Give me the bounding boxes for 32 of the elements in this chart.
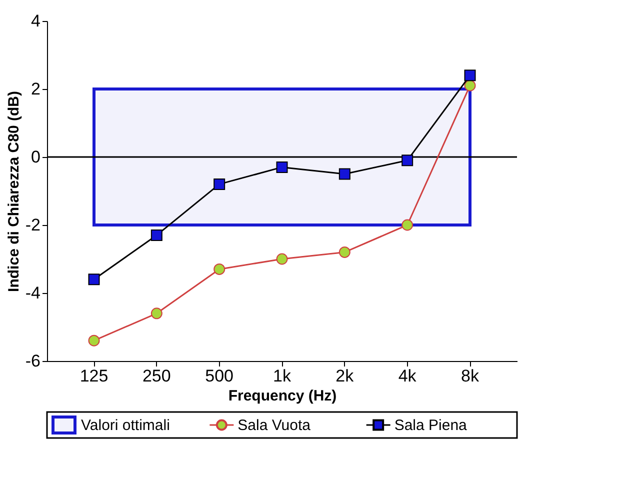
y-axis-title: Indice di Chiarezza C80 (dB) xyxy=(5,91,22,292)
point xyxy=(276,253,288,265)
point xyxy=(464,80,476,92)
x-axis-title: Frequency (Hz) xyxy=(228,388,337,404)
point xyxy=(150,308,162,320)
x-tick-label: 250 xyxy=(142,366,171,386)
point xyxy=(88,274,100,286)
point xyxy=(338,246,350,258)
y-tick-label: 0 xyxy=(31,148,40,166)
legend-label: Valori ottimali xyxy=(81,417,170,434)
x-tick-label: 8k xyxy=(461,366,480,386)
point xyxy=(276,161,288,173)
point xyxy=(150,229,162,241)
x-tick-label: 1k xyxy=(273,366,292,386)
y-tick-label: 4 xyxy=(31,12,40,30)
x-tick-label: 4k xyxy=(398,366,417,386)
point xyxy=(214,178,226,190)
legend-label: Sala Vuota xyxy=(238,417,312,434)
point xyxy=(214,263,226,275)
point xyxy=(464,70,476,82)
point xyxy=(402,154,414,166)
x-tick-label: 2k xyxy=(336,366,354,386)
y-tick-label: -2 xyxy=(25,216,40,234)
point xyxy=(338,168,350,180)
x-tick-label: 500 xyxy=(205,366,234,386)
x-tick-label: 125 xyxy=(80,366,108,386)
legend-label: Sala Piena xyxy=(394,417,468,434)
y-tick-label: 2 xyxy=(31,80,40,98)
point xyxy=(402,219,414,231)
point xyxy=(88,334,100,346)
y-tick-label: -4 xyxy=(25,284,40,302)
y-tick-label: -6 xyxy=(25,352,40,370)
